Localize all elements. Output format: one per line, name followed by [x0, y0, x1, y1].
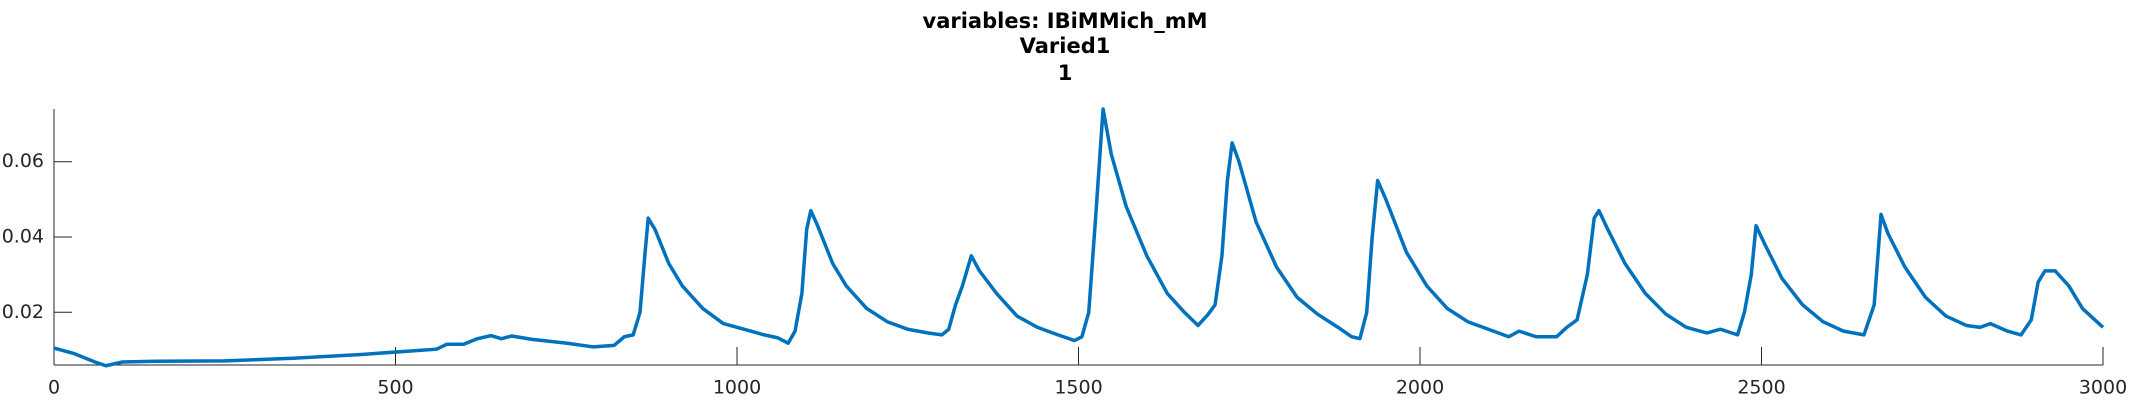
- x-tick-label: 2500: [1737, 377, 1785, 399]
- data-line: [53, 107, 2105, 368]
- x-tick-label: 500: [377, 377, 413, 399]
- chart-title: variables: IBiMMich_mM: [923, 9, 1208, 33]
- y-tick-label: 0.04: [2, 226, 44, 248]
- x-tick-label: 1500: [1054, 377, 1102, 399]
- y-tick-label: 0.02: [2, 301, 44, 323]
- x-tick-label: 0: [48, 377, 60, 399]
- x-tick-label: 3000: [2079, 377, 2127, 399]
- chart-subtitle: Varied1: [1020, 34, 1111, 58]
- y-tick-label: 0.06: [2, 150, 44, 172]
- x-tick-label: 2000: [1396, 377, 1444, 399]
- chart-subtitle: 1: [1058, 61, 1073, 85]
- x-tick-label: 1000: [713, 377, 761, 399]
